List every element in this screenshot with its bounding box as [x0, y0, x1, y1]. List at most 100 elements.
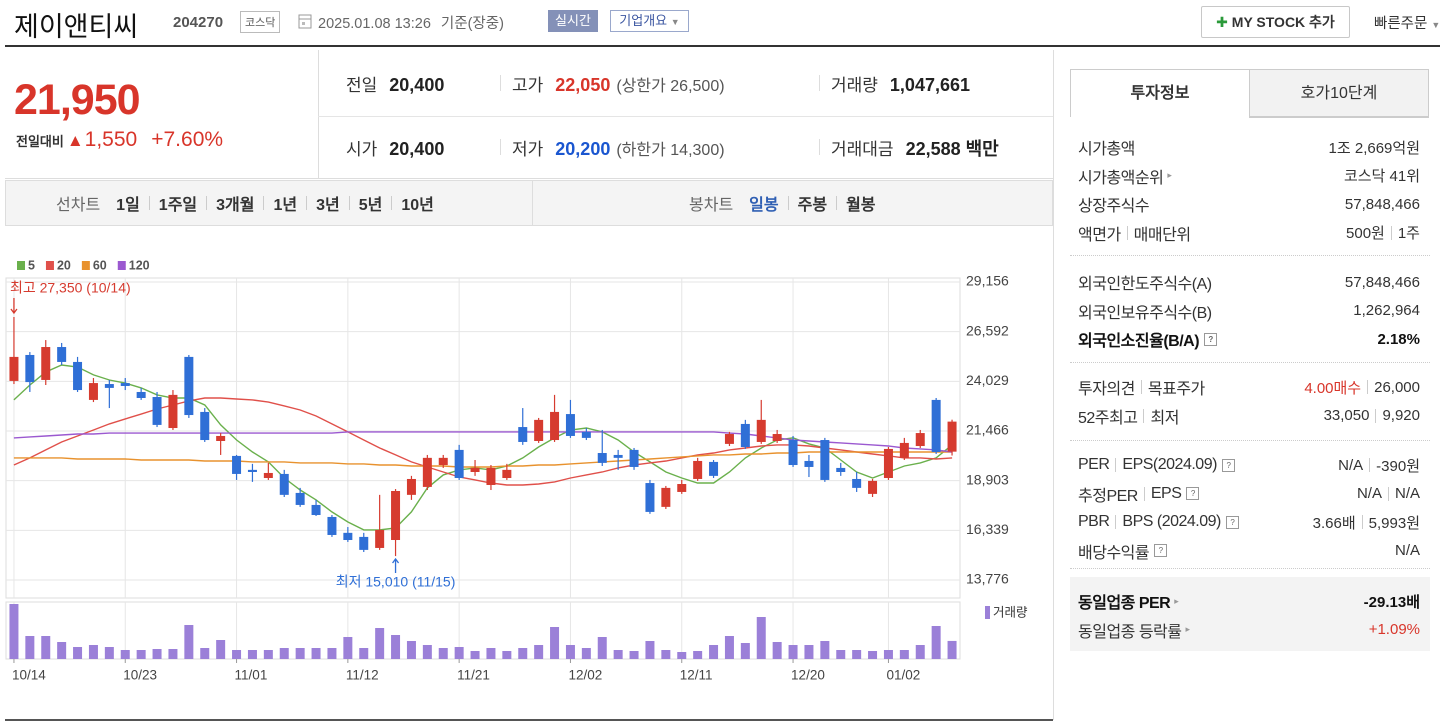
stat-value: 22,588 백만 — [905, 139, 999, 159]
stat-separator — [819, 139, 820, 155]
volume-bar — [804, 645, 814, 659]
candle-body — [200, 411, 210, 441]
label-text: BPS (2024.09) — [1122, 513, 1221, 531]
candle-body — [740, 423, 750, 448]
price-chart: 29,156 26,592 24,029 21,466 18,903 16,339 13,7… — [5, 258, 1028, 683]
info-value: 3.66배 5,993원 — [1313, 512, 1420, 533]
volume-bar — [693, 651, 703, 659]
x-tick-label: 11/21 — [457, 668, 490, 683]
quick-order-text: 빠른주문 — [1374, 16, 1428, 32]
side-rule — [1070, 568, 1430, 569]
volume-bar — [279, 648, 289, 659]
volume-bar — [518, 648, 528, 659]
stats-divider — [318, 116, 1053, 117]
candle-body — [613, 454, 623, 458]
label-text: 투자의견 — [1078, 381, 1135, 398]
volume-bar — [852, 650, 862, 659]
more-arrow[interactable]: ▸ — [1174, 595, 1179, 606]
quick-order-button[interactable]: 빠른주문 ▼ — [1374, 16, 1441, 32]
my-stock-button[interactable]: ✚ MY STOCK 추가 — [1201, 6, 1350, 38]
volume-bar — [550, 627, 560, 659]
info-row: 외국인한도주식수(A) 57,848,466 — [1078, 271, 1420, 294]
volume-bar — [120, 650, 130, 659]
stat-separator — [819, 75, 820, 91]
volume-bar — [422, 645, 432, 659]
tab-option[interactable]: 월봉 — [846, 197, 876, 214]
candle-body — [836, 467, 846, 472]
value-text: 500원 — [1346, 225, 1385, 243]
realtime-button[interactable]: 실시간 — [548, 10, 598, 32]
more-arrow[interactable]: ▸ — [1185, 624, 1191, 635]
tab-option[interactable]: 1주일 — [158, 197, 198, 214]
info-value: N/A -390원 — [1338, 455, 1420, 476]
x-tick-label: 10/14 — [12, 668, 46, 683]
high-arrow — [10, 298, 18, 315]
x-tick-label: 11/01 — [235, 668, 268, 683]
calendar-icon — [298, 14, 312, 29]
candle-body — [343, 532, 353, 541]
info-row: PER EPS(2024.09)? N/A -390원 — [1078, 454, 1420, 476]
info-row: 동일업종 등락률 ▸ +1.09% — [1078, 619, 1420, 641]
candle-body — [327, 516, 337, 535]
label-text: 동일업종 PER — [1078, 595, 1171, 612]
stat-value: 20,400 — [389, 75, 445, 95]
plot-frame — [5, 277, 961, 599]
tab-option[interactable]: 3년 — [316, 197, 340, 214]
side-tab[interactable]: 투자정보 — [1070, 69, 1250, 117]
value-text: 26,000 — [1374, 378, 1420, 396]
tab-option[interactable]: 3개월 — [216, 197, 255, 214]
tab-option[interactable]: 일봉 — [749, 197, 779, 214]
x-tick-label: 11/12 — [346, 668, 379, 683]
tab-option[interactable]: 1일 — [116, 197, 140, 214]
volume-bar — [613, 650, 623, 659]
y-tick-label: 26,592 — [966, 322, 1009, 338]
label-text: EPS — [1150, 484, 1182, 502]
info-label: 시가총액순위 ▸ — [1078, 164, 1172, 188]
tab-separator — [263, 196, 265, 210]
company-info-button[interactable]: 기업개요 ▼ — [610, 10, 689, 32]
candle-body — [550, 411, 560, 441]
period-divider — [532, 181, 533, 225]
help-icon[interactable]: ? — [1225, 515, 1239, 529]
help-icon[interactable]: ? — [1221, 458, 1235, 472]
volume-bar — [327, 648, 337, 659]
value-text: 1,262,964 — [1353, 302, 1420, 320]
x-tick-label: 12/11 — [680, 668, 713, 683]
candle-body — [470, 467, 480, 472]
tab-option[interactable]: 주봉 — [797, 197, 828, 214]
help-icon[interactable]: ? — [1154, 544, 1168, 558]
tab-option[interactable]: 1년 — [273, 197, 298, 214]
stat-label: 고가 — [512, 76, 544, 95]
tab-option[interactable]: 5년 — [358, 197, 383, 214]
high-annotation: 최고 27,350 (10/14) — [10, 280, 131, 296]
info-row: 시가총액 1조 2,669억원 — [1078, 136, 1420, 159]
label-text: 목표주가 — [1147, 381, 1205, 398]
info-value: 33,050 9,920 — [1324, 407, 1420, 424]
candle-body — [852, 478, 862, 488]
volume-bar — [740, 643, 750, 659]
info-value: 코스닥 41위 — [1344, 165, 1420, 186]
volume-bar — [883, 650, 893, 659]
legend-swatch — [17, 261, 25, 270]
volume-bar — [724, 636, 734, 659]
tab-separator — [391, 196, 393, 210]
help-icon[interactable]: ? — [1204, 332, 1218, 346]
info-value: N/A — [1395, 542, 1420, 559]
y-tick-label: 29,156 — [966, 273, 1009, 289]
candle-body — [152, 397, 162, 425]
stat-value: 20,200 — [555, 139, 611, 159]
value-text: 2.18% — [1377, 330, 1420, 348]
value-text: 5,993원 — [1368, 514, 1420, 532]
volume-bar — [931, 626, 941, 659]
side-tab[interactable]: 호가10단계 — [1249, 69, 1429, 118]
volume-bar — [947, 640, 957, 659]
help-icon[interactable]: ? — [1186, 487, 1200, 501]
label-text: 매매단위 — [1133, 226, 1191, 244]
tab-option[interactable]: 10년 — [401, 197, 434, 214]
more-arrow[interactable]: ▸ — [1167, 170, 1172, 181]
info-row: 액면가 매매단위 500원 1주 — [1078, 222, 1420, 244]
candle-body — [438, 457, 448, 466]
volume-bar — [820, 641, 830, 659]
candle-body — [263, 472, 273, 479]
